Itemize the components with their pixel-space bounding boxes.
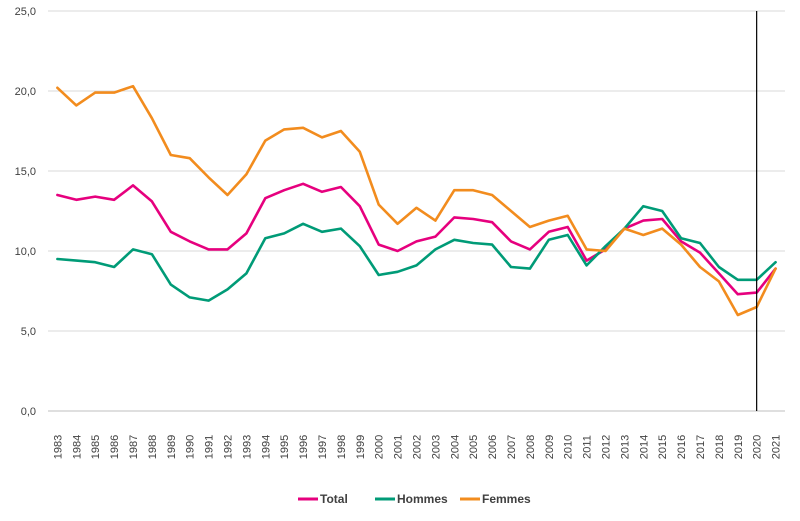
y-tick-label: 15,0 <box>15 166 36 178</box>
x-tick-label: 1985 <box>90 435 102 459</box>
y-tick-label: 25,0 <box>15 6 36 18</box>
x-tick-label: 1984 <box>71 435 83 459</box>
x-tick-label: 2020 <box>752 435 764 459</box>
legend-label-femmes: Femmes <box>482 492 531 506</box>
x-tick-label: 2010 <box>563 435 575 459</box>
x-axis-ticks: 1983 1984 1985 1986 1987 1988 1989 1990 1991 1992… <box>52 435 782 459</box>
x-tick-label: 2016 <box>676 435 688 459</box>
x-tick-label: 1988 <box>147 435 159 459</box>
x-tick-label: 1987 <box>128 435 140 459</box>
x-tick-label: 1996 <box>298 435 310 459</box>
x-tick-label: 2007 <box>506 435 518 459</box>
x-tick-label: 2009 <box>544 435 556 459</box>
x-tick-label: 2014 <box>638 435 650 459</box>
x-tick-label: 2004 <box>449 435 461 459</box>
x-tick-label: 1989 <box>166 435 178 459</box>
x-tick-label: 2005 <box>468 435 480 459</box>
legend-label-total: Total <box>320 492 348 506</box>
series-line-hommes <box>56 204 777 302</box>
legend-label-hommes: Hommes <box>397 492 448 506</box>
y-axis-ticks: 0,0 5,0 10,0 15,0 20,0 25,0 <box>15 6 36 418</box>
y-tick-label: 20,0 <box>15 86 36 98</box>
gridlines <box>48 10 785 332</box>
y-tick-label: 0,0 <box>21 406 36 418</box>
x-tick-label: 1998 <box>336 435 348 459</box>
x-tick-label: 1991 <box>204 435 216 459</box>
x-tick-label: 2002 <box>412 435 424 459</box>
x-tick-label: 1994 <box>260 435 272 459</box>
x-tick-label: 2011 <box>582 435 594 459</box>
legend: Total Hommes Femmes <box>298 492 531 506</box>
x-tick-label: 1995 <box>279 435 291 459</box>
y-tick-label: 10,0 <box>15 246 36 258</box>
y-tick-label: 5,0 <box>21 326 36 338</box>
x-tick-label: 2001 <box>393 435 405 459</box>
x-tick-label: 2021 <box>771 435 783 459</box>
x-tick-label: 1997 <box>317 435 329 459</box>
x-tick-label: 2019 <box>733 435 745 459</box>
x-tick-label: 2008 <box>525 435 537 459</box>
x-tick-label: 2000 <box>374 435 386 459</box>
x-tick-label: 2006 <box>487 435 499 459</box>
x-tick-label: 2003 <box>430 435 442 459</box>
x-tick-label: 2017 <box>695 435 707 459</box>
series-line-femmes <box>56 84 777 317</box>
x-tick-label: 2013 <box>619 435 631 459</box>
x-tick-label: 1999 <box>355 435 367 459</box>
x-tick-label: 2018 <box>714 435 726 459</box>
series-line-total <box>56 182 777 296</box>
x-tick-label: 1983 <box>52 435 64 459</box>
x-tick-label: 1992 <box>223 435 235 459</box>
series-lines <box>56 84 777 317</box>
x-tick-label: 1990 <box>185 435 197 459</box>
x-tick-label: 1993 <box>241 435 253 459</box>
x-tick-label: 1986 <box>109 435 121 459</box>
x-tick-label: 2012 <box>600 435 612 459</box>
x-tick-label: 2015 <box>657 435 669 459</box>
